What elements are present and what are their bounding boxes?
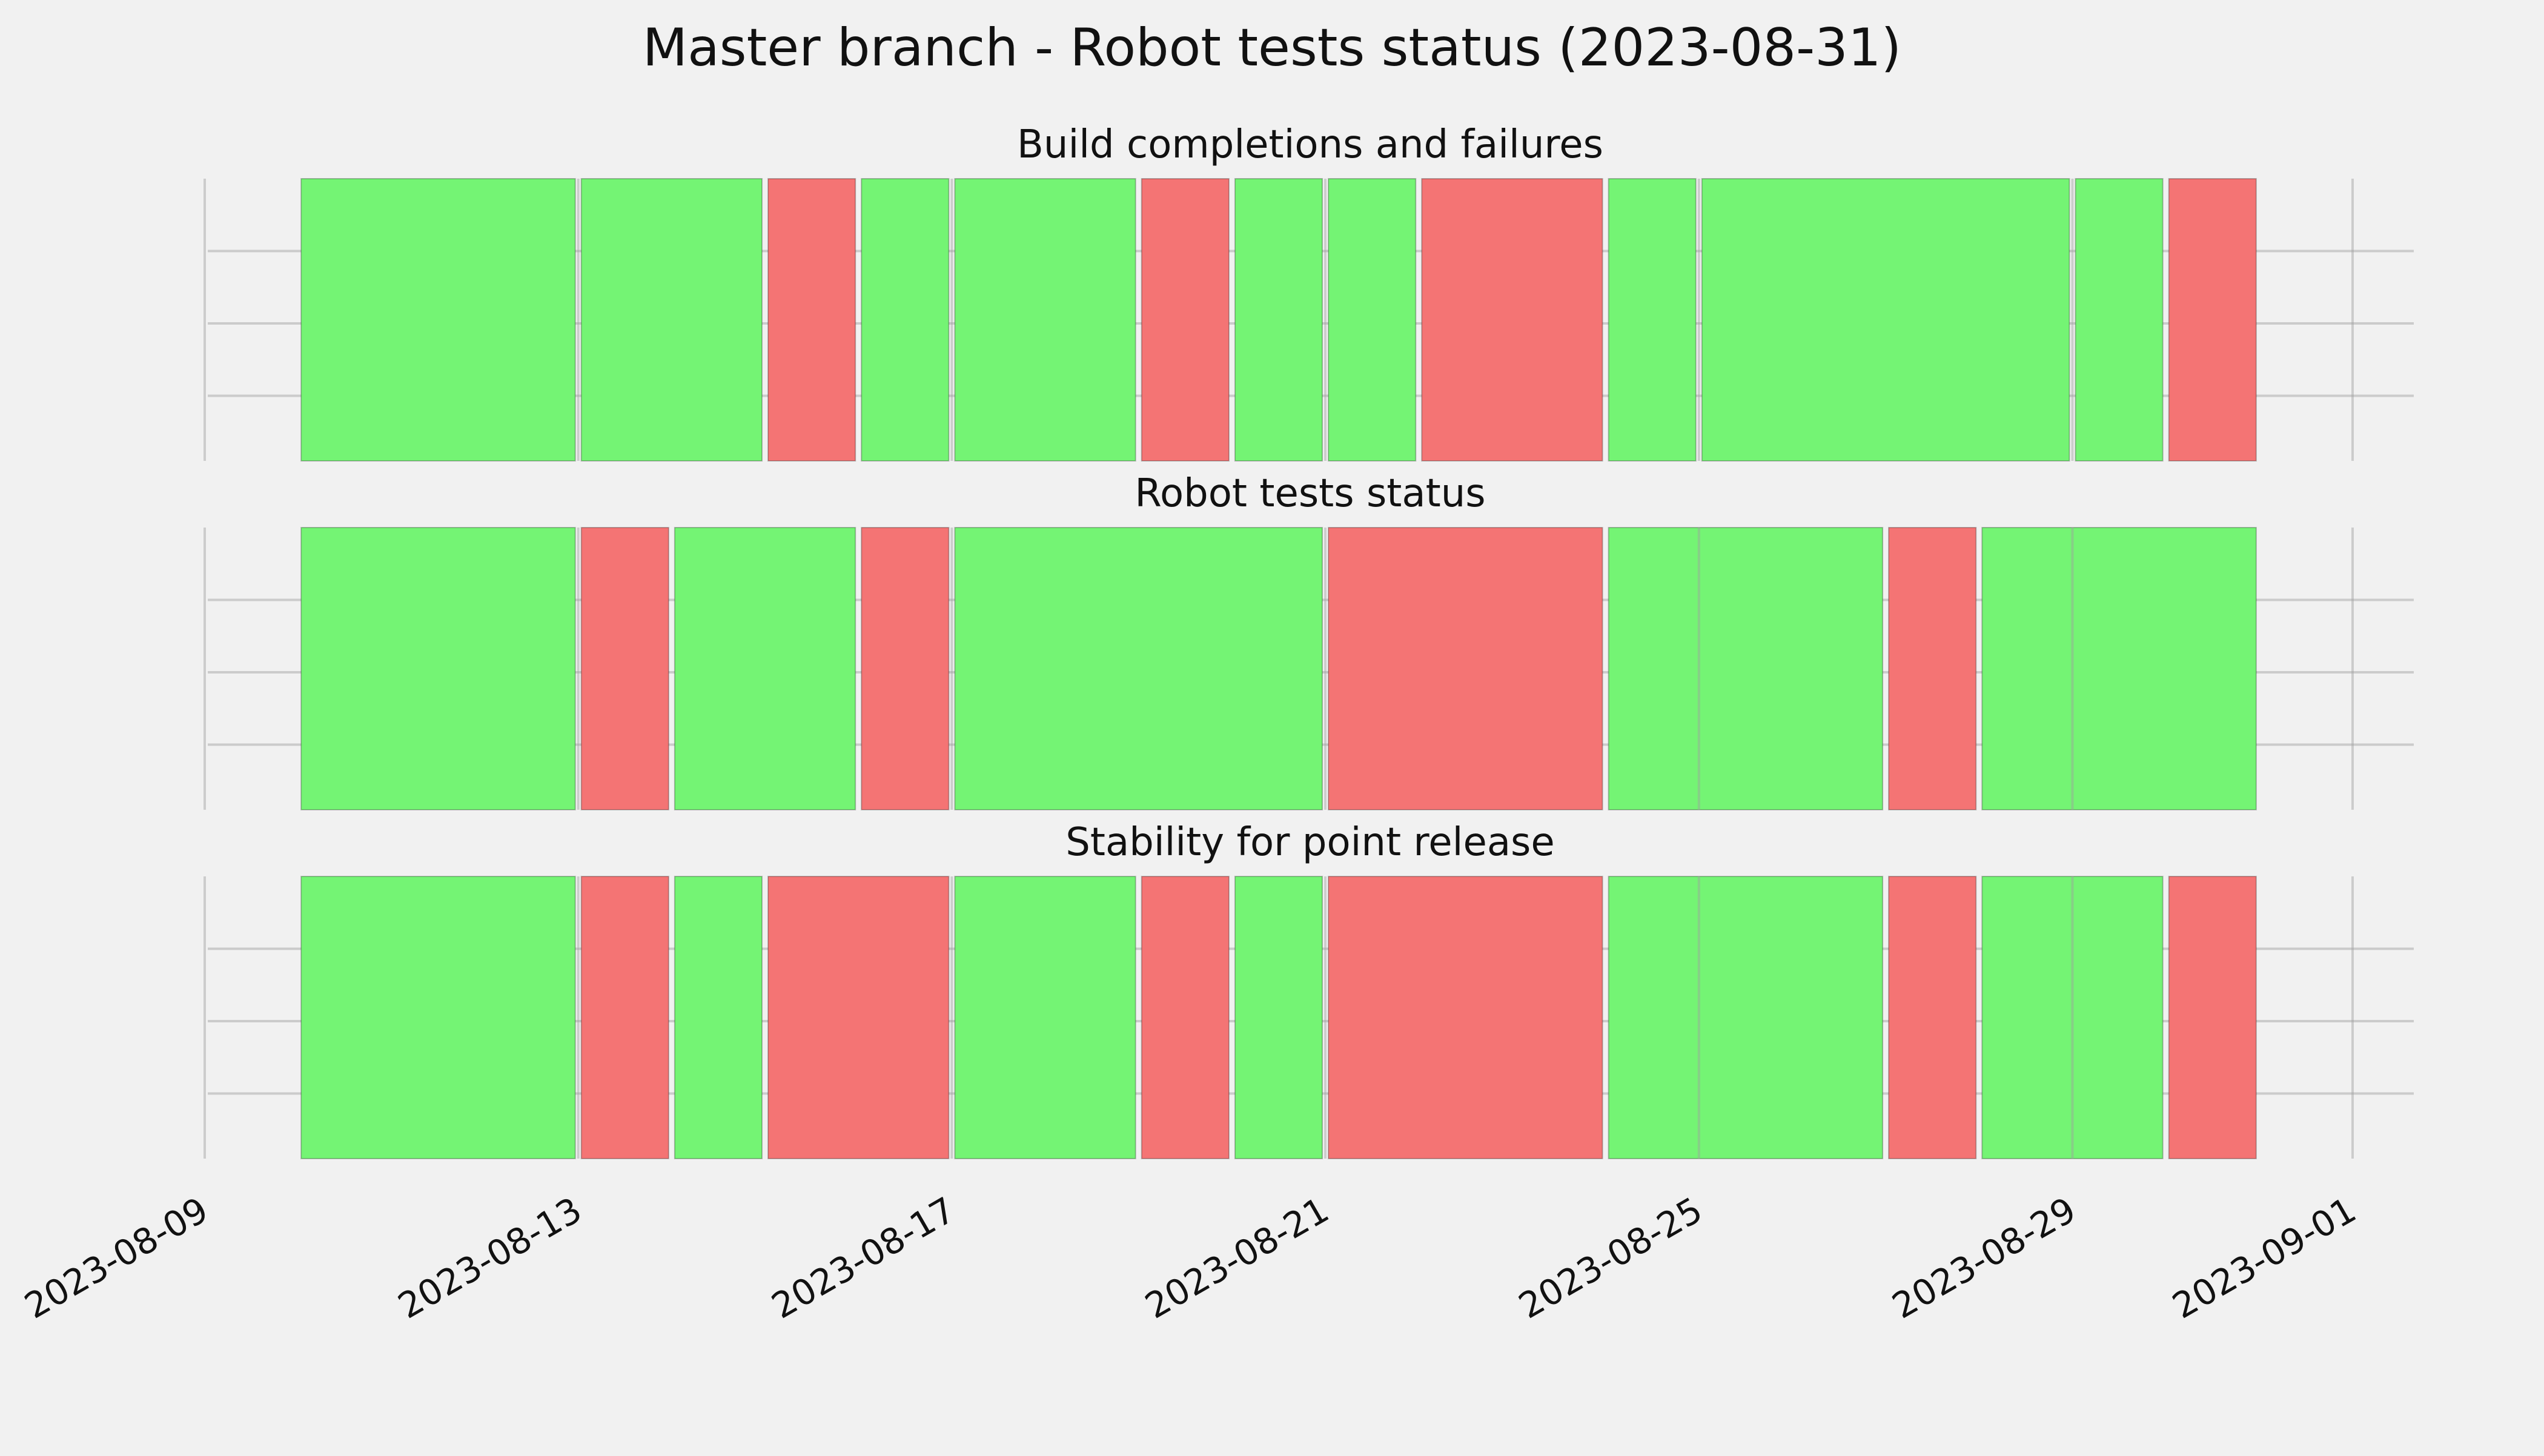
status-segment-fail (767, 876, 950, 1159)
status-segment-pass (1234, 178, 1323, 462)
status-segment-fail (767, 178, 856, 462)
status-segment-fail (2168, 876, 2257, 1159)
status-segment-pass (300, 527, 576, 810)
status-segment-pass (1608, 178, 1697, 462)
status-segment-pass (1234, 876, 1323, 1159)
status-segment-pass (674, 527, 856, 810)
x-tick-label: 2023-08-09 (18, 1189, 215, 1326)
status-segment-pass (580, 178, 763, 462)
panel-title: Stability for point release (1065, 820, 1555, 865)
status-segment-fail (861, 527, 950, 810)
x-tick-label: 2023-08-17 (764, 1189, 962, 1326)
status-segment-pass (954, 876, 1136, 1159)
status-segment-fail (1141, 178, 1230, 462)
status-segment-pass (1608, 876, 1884, 1159)
status-segment-fail (1888, 527, 1977, 810)
status-segment-fail (2168, 178, 2257, 462)
status-segment-pass (954, 178, 1136, 462)
x-tick-label: 2023-08-13 (391, 1189, 589, 1326)
x-tick-label: 2023-09-01 (2165, 1189, 2363, 1326)
chart-title: Master branch - Robot tests status (2023… (643, 18, 1901, 78)
x-tick-label: 2023-08-29 (1886, 1189, 2083, 1326)
status-segment-pass (861, 178, 950, 462)
x-tick-label: 2023-08-21 (1138, 1189, 1336, 1326)
status-segment-pass (300, 876, 576, 1159)
status-segment-pass (300, 178, 576, 462)
status-segment-pass (1328, 178, 1417, 462)
status-segment-pass (1608, 527, 1884, 810)
panel-title: Robot tests status (1135, 471, 1485, 516)
status-segment-pass (1701, 178, 2070, 462)
status-segment-pass (1981, 876, 2164, 1159)
status-segment-pass (1981, 527, 2257, 810)
status-segment-pass (954, 527, 1323, 810)
status-segment-fail (1141, 876, 1230, 1159)
status-segment-fail (580, 527, 669, 810)
status-segment-fail (580, 876, 669, 1159)
status-segment-pass (674, 876, 763, 1159)
status-segment-fail (1328, 876, 1603, 1159)
status-segment-fail (1421, 178, 1603, 462)
panel-title: Build completions and failures (1017, 122, 1603, 167)
status-segment-fail (1888, 876, 1977, 1159)
status-segment-fail (1328, 527, 1603, 810)
status-segment-pass (2075, 178, 2164, 462)
x-tick-label: 2023-08-25 (1512, 1189, 1709, 1326)
